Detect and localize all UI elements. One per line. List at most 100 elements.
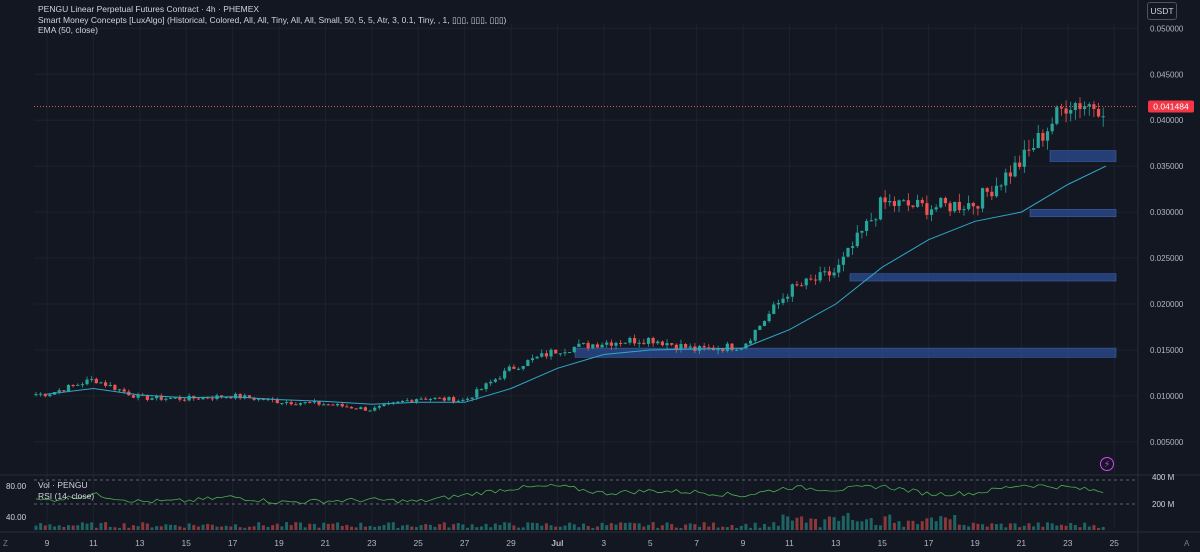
candle-body: [400, 401, 405, 403]
time-tick-label: 9: [741, 538, 746, 548]
time-tick-label: 25: [413, 538, 423, 548]
candle-body: [990, 191, 994, 197]
candle-body: [349, 407, 354, 409]
candle-body: [1032, 147, 1036, 150]
candle-body: [656, 341, 660, 344]
candle-body: [257, 398, 261, 400]
volume-bar: [470, 524, 474, 530]
volume-bar: [906, 520, 910, 530]
volume-bar: [526, 522, 530, 530]
candle-body: [76, 384, 80, 386]
candle-body: [809, 278, 813, 280]
volume-bar: [883, 516, 887, 530]
volume-bar: [855, 521, 859, 530]
candle-body: [544, 353, 548, 357]
price-tick-label: 0.045000: [1150, 70, 1184, 79]
time-tick-label: 23: [367, 538, 377, 548]
time-axis[interactable]: 9 11 13 15 17 19 21 23 25 27 29 Jul 3 5 7 9 11 13 15 17 19 21…: [45, 538, 1120, 548]
auto-scale-button[interactable]: A: [1184, 539, 1190, 548]
candle-body: [159, 395, 163, 400]
volume-bar: [498, 525, 502, 530]
volume-bar: [419, 525, 423, 530]
volume-bar: [247, 526, 251, 530]
volume-bar: [967, 526, 971, 530]
price-axis[interactable]: 0.050000 0.045000 0.040000 0.035000 0.030000…: [1150, 24, 1184, 447]
candle-body: [247, 395, 252, 399]
candle-body: [428, 399, 432, 401]
volume-bar: [280, 526, 284, 530]
volume-bar: [646, 524, 650, 530]
candle-body: [317, 401, 321, 405]
volume-bar: [173, 525, 177, 530]
candle-body: [48, 394, 52, 397]
candle-body: [252, 398, 256, 400]
volume-bar: [1041, 526, 1045, 530]
volume-bar: [479, 526, 483, 530]
volume-bar: [387, 522, 391, 530]
volume-label[interactable]: Vol · PENGU: [38, 480, 88, 490]
volume-bar: [823, 519, 827, 530]
candle-body: [1004, 172, 1008, 186]
volume-bar: [475, 527, 479, 530]
volume-bar: [985, 526, 989, 530]
ema-indicator-label[interactable]: EMA (50, close): [38, 25, 98, 35]
volume-bar: [108, 526, 112, 530]
candle-body: [943, 198, 948, 204]
smc-indicator-label[interactable]: Smart Money Concepts [LuxAlgo] (Historic…: [38, 14, 507, 25]
volume-bar: [308, 523, 312, 530]
candle-body: [1041, 132, 1045, 141]
candle-body: [1022, 149, 1026, 167]
volume-bar: [832, 517, 836, 530]
candle-body: [614, 342, 618, 346]
volume-bar: [930, 517, 934, 530]
time-tick-label: 27: [460, 538, 470, 548]
currency-button[interactable]: USDT: [1147, 2, 1177, 20]
volume-bar: [874, 524, 878, 530]
candle-body: [651, 337, 655, 344]
candle-body: [206, 397, 210, 399]
volume-bar: [953, 515, 957, 530]
candle-body: [1050, 123, 1054, 132]
volume-bar: [159, 526, 163, 530]
volume-bar: [920, 521, 924, 530]
candle-body: [670, 343, 674, 345]
volume-bar: [1027, 523, 1031, 530]
volume-bar: [999, 523, 1003, 530]
flash-icon[interactable]: ⚡: [1100, 457, 1114, 471]
candle-body: [841, 256, 845, 265]
rsi-label[interactable]: RSI (14, close): [38, 491, 95, 501]
volume-bar: [795, 517, 799, 530]
ema-line: [46, 165, 1107, 405]
last-price-label: 0.041484: [1148, 100, 1194, 113]
price-tick-label: 0.050000: [1150, 24, 1184, 33]
volume-bar: [336, 522, 340, 530]
candle-body: [90, 378, 94, 380]
volume-bar: [544, 523, 548, 530]
volume-bar: [818, 527, 822, 530]
candle-body: [377, 406, 381, 408]
candle-body: [674, 344, 678, 350]
time-tick-label: 11: [89, 538, 98, 548]
candle-body: [581, 342, 586, 344]
candle-body: [595, 344, 600, 348]
volume-bar: [210, 524, 214, 530]
candle-body: [716, 349, 720, 351]
volume-bar: [878, 525, 882, 530]
candle-body: [985, 188, 989, 192]
candle-body: [702, 346, 706, 348]
volume-bar: [359, 522, 363, 530]
volume-bar: [206, 523, 210, 530]
candle-body: [465, 398, 470, 400]
candle-body: [229, 397, 233, 399]
rsi-line: [35, 483, 1104, 504]
candle-body: [475, 389, 479, 398]
volume-bar: [869, 518, 873, 530]
candle-body: [800, 285, 804, 287]
volume-bar: [340, 525, 344, 530]
symbol-title[interactable]: PENGU Linear Perpetual Futures Contract …: [38, 4, 260, 14]
candle-body: [34, 394, 38, 396]
candle-body: [1055, 107, 1059, 124]
volume-bar: [994, 524, 998, 530]
zoom-button[interactable]: Z: [3, 539, 8, 548]
